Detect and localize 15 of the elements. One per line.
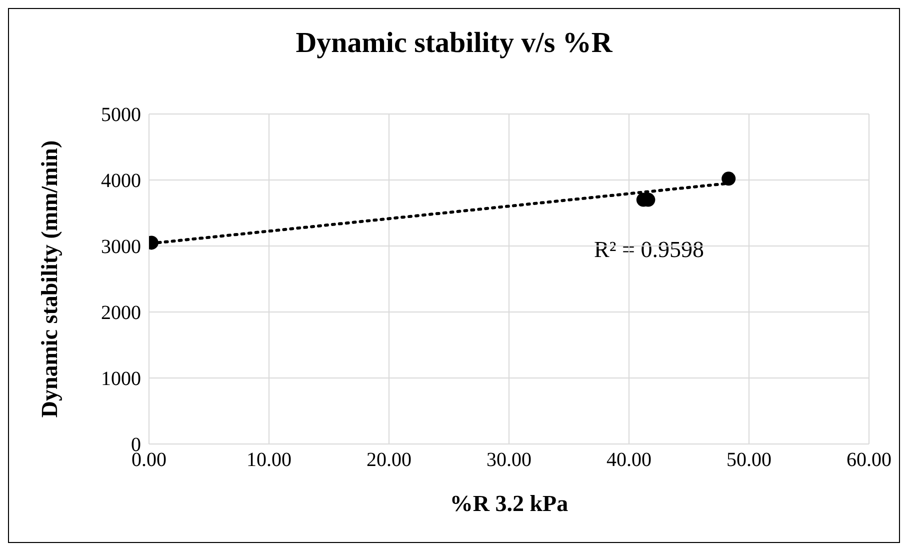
x-axis-title: %R 3.2 kPa <box>450 491 569 516</box>
x-tick-label: 50.00 <box>726 449 772 472</box>
y-tick-label: 5000 <box>101 104 141 126</box>
x-tick-label: 60.00 <box>846 449 892 472</box>
x-tick-label: 10.00 <box>246 449 292 472</box>
y-tick-label: 1000 <box>101 368 141 390</box>
point <box>722 172 736 186</box>
y-tick-label: 4000 <box>101 170 141 192</box>
y-tick-label: 3000 <box>101 236 141 258</box>
y-axis-title: Dynamic stability (mm/min) <box>37 140 62 418</box>
y-tick-label: 2000 <box>101 302 141 324</box>
chart-title: Dynamic stability v/s %R <box>294 27 614 60</box>
x-tick-label: 20.00 <box>366 449 412 472</box>
x-tick-label: 40.00 <box>606 449 652 472</box>
x-tick-label: 30.00 <box>486 449 532 472</box>
